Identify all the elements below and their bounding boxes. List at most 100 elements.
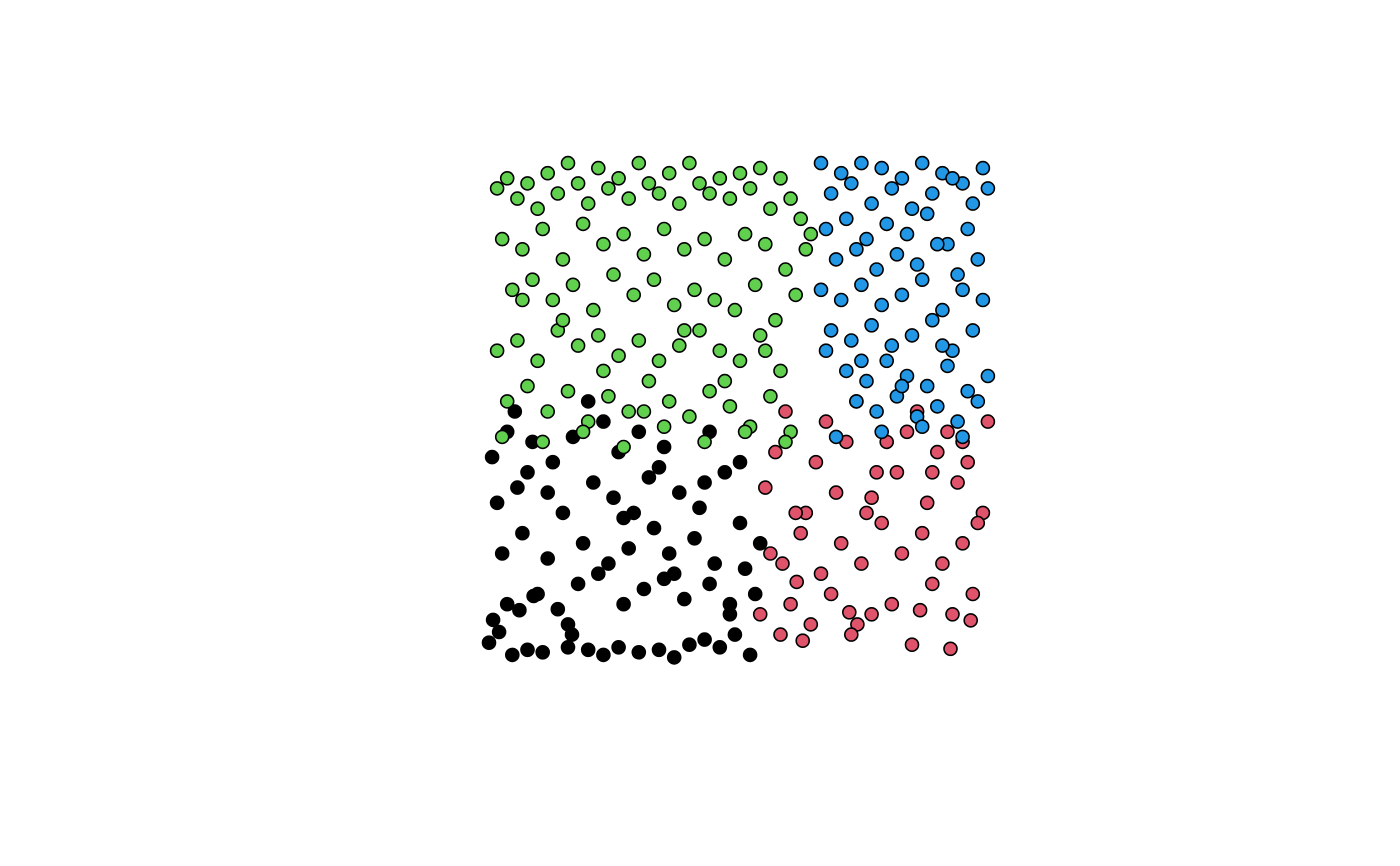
scatter-point bbox=[555, 505, 571, 521]
scatter-point bbox=[950, 267, 965, 282]
scatter-point bbox=[520, 378, 535, 394]
scatter-point bbox=[631, 155, 647, 171]
scatter-point bbox=[803, 617, 819, 632]
scatter-point bbox=[530, 353, 545, 369]
scatter-point bbox=[515, 242, 530, 257]
scatter-point bbox=[854, 277, 869, 293]
scatter-point bbox=[722, 191, 738, 206]
scatter-point bbox=[484, 449, 500, 465]
scatter-point bbox=[793, 525, 809, 541]
scatter-point bbox=[737, 226, 753, 242]
scatter-point bbox=[494, 231, 510, 247]
scatter-point bbox=[494, 546, 510, 561]
scatter-point bbox=[702, 186, 717, 201]
scatter-point bbox=[636, 404, 652, 419]
scatter-point bbox=[580, 196, 596, 211]
scatter-point bbox=[560, 617, 576, 632]
scatter-point bbox=[859, 373, 874, 389]
scatter-point bbox=[899, 226, 915, 242]
scatter-point bbox=[843, 333, 859, 348]
scatter-point bbox=[788, 287, 804, 303]
scatter-point bbox=[778, 404, 793, 419]
scatter-point bbox=[975, 160, 991, 176]
scatter-point bbox=[864, 317, 879, 333]
scatter-point bbox=[697, 632, 712, 647]
scatter-point bbox=[778, 262, 793, 277]
scatter-point bbox=[778, 434, 793, 450]
scatter-point bbox=[884, 181, 900, 196]
scatter-point bbox=[909, 257, 925, 272]
scatter-point bbox=[712, 639, 728, 655]
scatter-point bbox=[732, 165, 748, 181]
scatter-point bbox=[510, 480, 525, 495]
scatter-point bbox=[828, 252, 844, 267]
scatter-point bbox=[929, 399, 945, 414]
scatter-point bbox=[596, 414, 611, 429]
scatter-point bbox=[722, 399, 738, 414]
scatter-point bbox=[707, 556, 723, 571]
scatter-point bbox=[570, 576, 586, 592]
scatter-point bbox=[894, 171, 910, 186]
scatter-point bbox=[943, 641, 958, 657]
scatter-point bbox=[727, 302, 743, 318]
scatter-point bbox=[646, 272, 662, 288]
scatter-point bbox=[838, 363, 854, 379]
scatter-point bbox=[884, 338, 900, 353]
scatter-point bbox=[550, 186, 566, 201]
scatter-point bbox=[555, 312, 571, 328]
scatter-point bbox=[980, 368, 996, 384]
scatter-point bbox=[489, 343, 505, 359]
scatter-point bbox=[960, 454, 976, 470]
scatter-point bbox=[869, 404, 884, 419]
scatter-point bbox=[960, 221, 976, 237]
scatter-point bbox=[924, 186, 940, 201]
scatter-point bbox=[813, 282, 829, 298]
scatter-point bbox=[768, 444, 783, 460]
scatter-point bbox=[919, 206, 935, 222]
scatter-point bbox=[904, 637, 920, 653]
scatter-point bbox=[661, 165, 677, 181]
scatter-point bbox=[616, 226, 631, 242]
scatter-point bbox=[752, 160, 768, 176]
scatter-point bbox=[651, 186, 667, 201]
scatter-point bbox=[904, 201, 920, 216]
scatter-point bbox=[515, 525, 530, 541]
scatter-point bbox=[864, 196, 879, 211]
scatter-point bbox=[550, 601, 566, 617]
scatter-point bbox=[945, 171, 960, 186]
scatter-point bbox=[712, 343, 728, 359]
scatter-point bbox=[849, 394, 864, 409]
scatter-point bbox=[795, 633, 811, 649]
points-layer bbox=[481, 155, 996, 665]
scatter-point bbox=[884, 596, 900, 612]
scatter-point bbox=[823, 586, 839, 602]
scatter-point bbox=[742, 647, 758, 663]
scatter-point bbox=[955, 535, 970, 551]
scatter-point bbox=[651, 353, 667, 369]
scatter-point bbox=[641, 373, 657, 389]
scatter-point bbox=[626, 287, 642, 303]
scatter-point bbox=[828, 485, 844, 500]
scatter-point bbox=[813, 155, 829, 171]
scatter-point bbox=[950, 414, 965, 429]
scatter-point bbox=[590, 566, 606, 582]
scatter-point bbox=[560, 155, 576, 171]
scatter-point bbox=[833, 292, 849, 308]
scatter-point bbox=[859, 231, 874, 247]
scatter-point bbox=[621, 191, 637, 206]
scatter-point bbox=[575, 424, 591, 440]
scatter-point bbox=[773, 627, 788, 642]
scatter-point bbox=[894, 546, 910, 561]
scatter-point bbox=[621, 541, 637, 556]
scatter-point bbox=[970, 394, 986, 409]
scatter-point bbox=[656, 419, 672, 435]
scatter-point bbox=[965, 586, 981, 602]
scatter-point bbox=[904, 328, 920, 343]
scatter-point bbox=[661, 546, 677, 561]
scatter-point bbox=[494, 429, 510, 445]
scatter-point bbox=[606, 267, 621, 282]
scatter-point bbox=[783, 191, 798, 206]
scatter-point bbox=[789, 574, 805, 590]
scatter-point bbox=[788, 505, 804, 521]
scatter-point bbox=[560, 383, 576, 399]
